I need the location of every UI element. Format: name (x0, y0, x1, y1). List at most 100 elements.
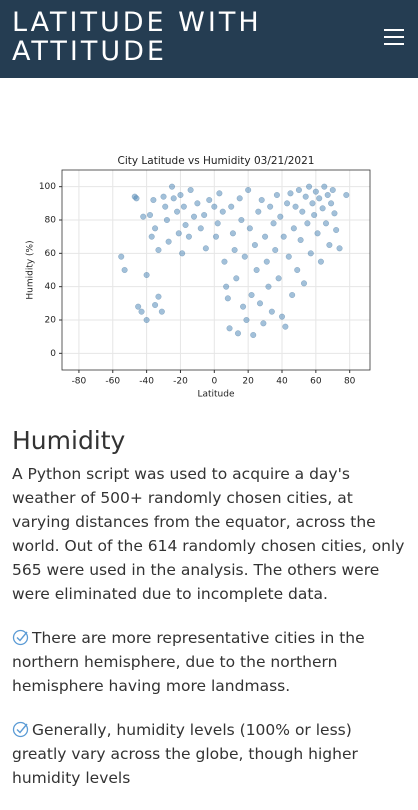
point (177, 191, 184, 199)
y-tick-label: 100 (39, 182, 56, 192)
point (278, 313, 286, 320)
point (182, 221, 189, 229)
point (224, 295, 231, 302)
bullet-text: There are more representative cities in … (12, 629, 365, 695)
point (229, 230, 236, 237)
site-title[interactable]: LATITUDE WITH ATTITUDE (12, 7, 262, 67)
x-tick-label: 0 (211, 377, 217, 387)
point (270, 220, 277, 227)
bullet: Generally, humidity levels (100% or less… (12, 718, 408, 790)
point (292, 203, 299, 210)
point (175, 230, 182, 237)
point (206, 196, 213, 204)
point (267, 203, 274, 210)
point (245, 186, 252, 194)
point (295, 186, 302, 194)
point (255, 208, 262, 215)
x-tick-label: 20 (242, 377, 254, 387)
point (160, 193, 167, 200)
page: LATITUDE WITH ATTITUDE City Latitude vs … (0, 0, 418, 787)
section-heading: Humidity (12, 426, 126, 455)
point (297, 236, 304, 244)
point (280, 233, 287, 240)
point (240, 303, 247, 310)
point (197, 225, 204, 232)
y-tick-label: 40 (45, 282, 57, 292)
point (221, 258, 228, 265)
point (300, 280, 308, 287)
chart: City Latitude vs Humidity 03/21/2021 Lat… (26, 155, 371, 400)
header: LATITUDE WITH ATTITUDE (0, 0, 418, 78)
point (307, 250, 314, 257)
plot-frame (61, 169, 371, 371)
point (251, 241, 258, 249)
point (265, 283, 272, 290)
point (219, 208, 226, 215)
point (187, 186, 194, 194)
point (326, 241, 333, 249)
x-tick-label: 40 (276, 377, 288, 387)
point (329, 186, 336, 194)
y-tick-label: 80 (45, 216, 57, 226)
x-tick-label: -20 (173, 377, 188, 387)
point (233, 275, 240, 282)
point (158, 308, 165, 315)
point (343, 191, 350, 199)
point (268, 308, 275, 315)
point (302, 193, 309, 200)
point (133, 195, 140, 202)
point (212, 233, 220, 240)
point (243, 316, 250, 324)
point (312, 188, 319, 195)
point (135, 303, 142, 310)
point (185, 233, 192, 240)
point (150, 196, 157, 204)
point (328, 200, 335, 207)
point (253, 266, 260, 274)
point (214, 220, 221, 227)
point (260, 320, 267, 327)
point (234, 330, 242, 337)
point (152, 225, 159, 232)
point (155, 246, 162, 254)
point (226, 325, 233, 332)
point (333, 226, 340, 234)
chart-title: City Latitude vs Humidity 03/21/2021 (118, 155, 315, 167)
point (246, 225, 253, 232)
y-axis-label: Humidity (%) (26, 240, 36, 299)
point (262, 233, 269, 240)
point (202, 245, 209, 252)
point (211, 203, 218, 210)
x-axis-label: Latitude (197, 390, 235, 400)
point (336, 245, 343, 252)
point (319, 205, 326, 212)
point (289, 291, 296, 299)
point (258, 196, 265, 204)
check-icon (12, 721, 29, 738)
point (311, 211, 318, 219)
point (146, 211, 154, 219)
point (304, 220, 311, 227)
point (309, 200, 316, 207)
point (163, 216, 170, 224)
point (228, 203, 235, 210)
menu-button[interactable] (384, 28, 404, 46)
point (121, 266, 128, 274)
point (143, 316, 150, 324)
point (290, 225, 297, 232)
x-tick-label: 60 (310, 377, 322, 387)
point (306, 183, 313, 190)
point (316, 195, 323, 202)
point (322, 220, 330, 227)
x-tick-label: -80 (72, 377, 87, 387)
point (241, 253, 248, 260)
point (321, 183, 328, 190)
point (118, 253, 125, 260)
point (256, 300, 264, 307)
point (165, 238, 172, 245)
point (190, 213, 198, 220)
point (285, 253, 292, 260)
point (317, 258, 324, 265)
point (143, 271, 150, 279)
point (294, 266, 301, 274)
